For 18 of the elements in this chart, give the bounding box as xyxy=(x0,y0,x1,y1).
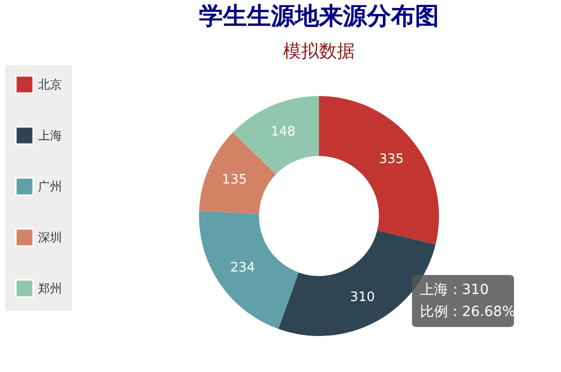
chart-subtitle: 模拟数据 xyxy=(283,41,355,62)
data-label: 310 xyxy=(350,290,375,306)
data-label: 234 xyxy=(230,260,256,276)
legend-label: 广州 xyxy=(38,180,62,194)
text: 比例：26.68% xyxy=(420,304,516,320)
donut-slice xyxy=(232,96,319,174)
donut-slice xyxy=(319,96,439,245)
donut-slice xyxy=(199,211,299,329)
legend-label: 北京 xyxy=(38,78,62,92)
data-label: 135 xyxy=(222,172,247,188)
legend-label: 郑州 xyxy=(38,282,62,296)
legend-label: 深圳 xyxy=(38,230,62,244)
data-label: 148 xyxy=(270,124,296,140)
legend-label: 上海 xyxy=(38,128,62,142)
chart-title: 学生生源地来源分布图 xyxy=(199,2,439,30)
donut-slice xyxy=(278,230,436,336)
text: 上海：310 xyxy=(420,282,489,298)
data-label: 335 xyxy=(378,152,404,168)
